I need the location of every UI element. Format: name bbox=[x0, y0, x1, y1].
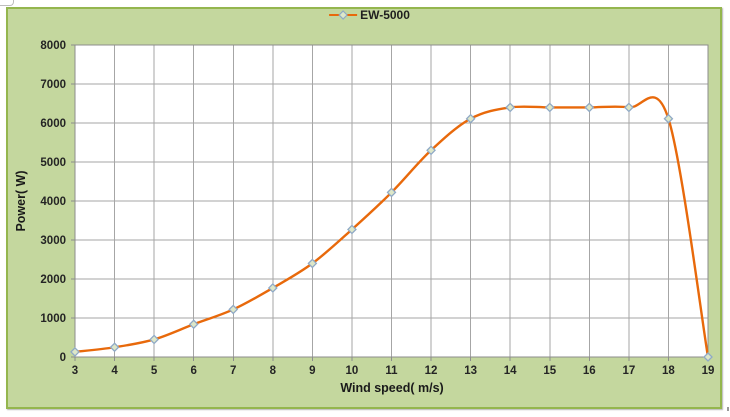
svg-text:6000: 6000 bbox=[40, 118, 66, 130]
svg-text:17: 17 bbox=[622, 365, 635, 377]
edge-artifact bbox=[727, 407, 729, 411]
spreadsheet-cell-corner bbox=[0, 0, 14, 6]
svg-text:5: 5 bbox=[151, 365, 158, 377]
legend-series-key-icon bbox=[329, 10, 358, 20]
svg-text:10: 10 bbox=[346, 365, 359, 377]
svg-text:14: 14 bbox=[504, 365, 517, 377]
svg-text:3: 3 bbox=[72, 365, 78, 377]
svg-text:19: 19 bbox=[702, 365, 715, 377]
svg-text:8000: 8000 bbox=[40, 40, 66, 52]
svg-text:6: 6 bbox=[190, 365, 196, 377]
svg-text:18: 18 bbox=[662, 365, 675, 377]
svg-text:2000: 2000 bbox=[40, 274, 66, 286]
svg-text:12: 12 bbox=[425, 365, 438, 377]
svg-text:4000: 4000 bbox=[40, 196, 66, 208]
svg-text:11: 11 bbox=[385, 365, 398, 377]
svg-text:1000: 1000 bbox=[40, 313, 66, 325]
svg-text:4: 4 bbox=[111, 365, 118, 377]
svg-text:3000: 3000 bbox=[40, 235, 66, 247]
svg-text:5000: 5000 bbox=[40, 157, 66, 169]
y-axis-title: Power( W) bbox=[14, 170, 28, 232]
svg-text:0: 0 bbox=[60, 352, 66, 364]
svg-text:16: 16 bbox=[583, 365, 596, 377]
svg-text:15: 15 bbox=[543, 365, 556, 377]
svg-text:7000: 7000 bbox=[40, 79, 66, 91]
legend-series-label: EW-5000 bbox=[360, 8, 410, 22]
svg-text:9: 9 bbox=[309, 365, 315, 377]
svg-text:13: 13 bbox=[464, 365, 477, 377]
svg-text:7: 7 bbox=[230, 365, 236, 377]
x-axis-title: Wind speed( m/s) bbox=[340, 381, 444, 395]
svg-text:8: 8 bbox=[270, 365, 277, 377]
chart-legend: EW-5000 bbox=[328, 8, 410, 22]
